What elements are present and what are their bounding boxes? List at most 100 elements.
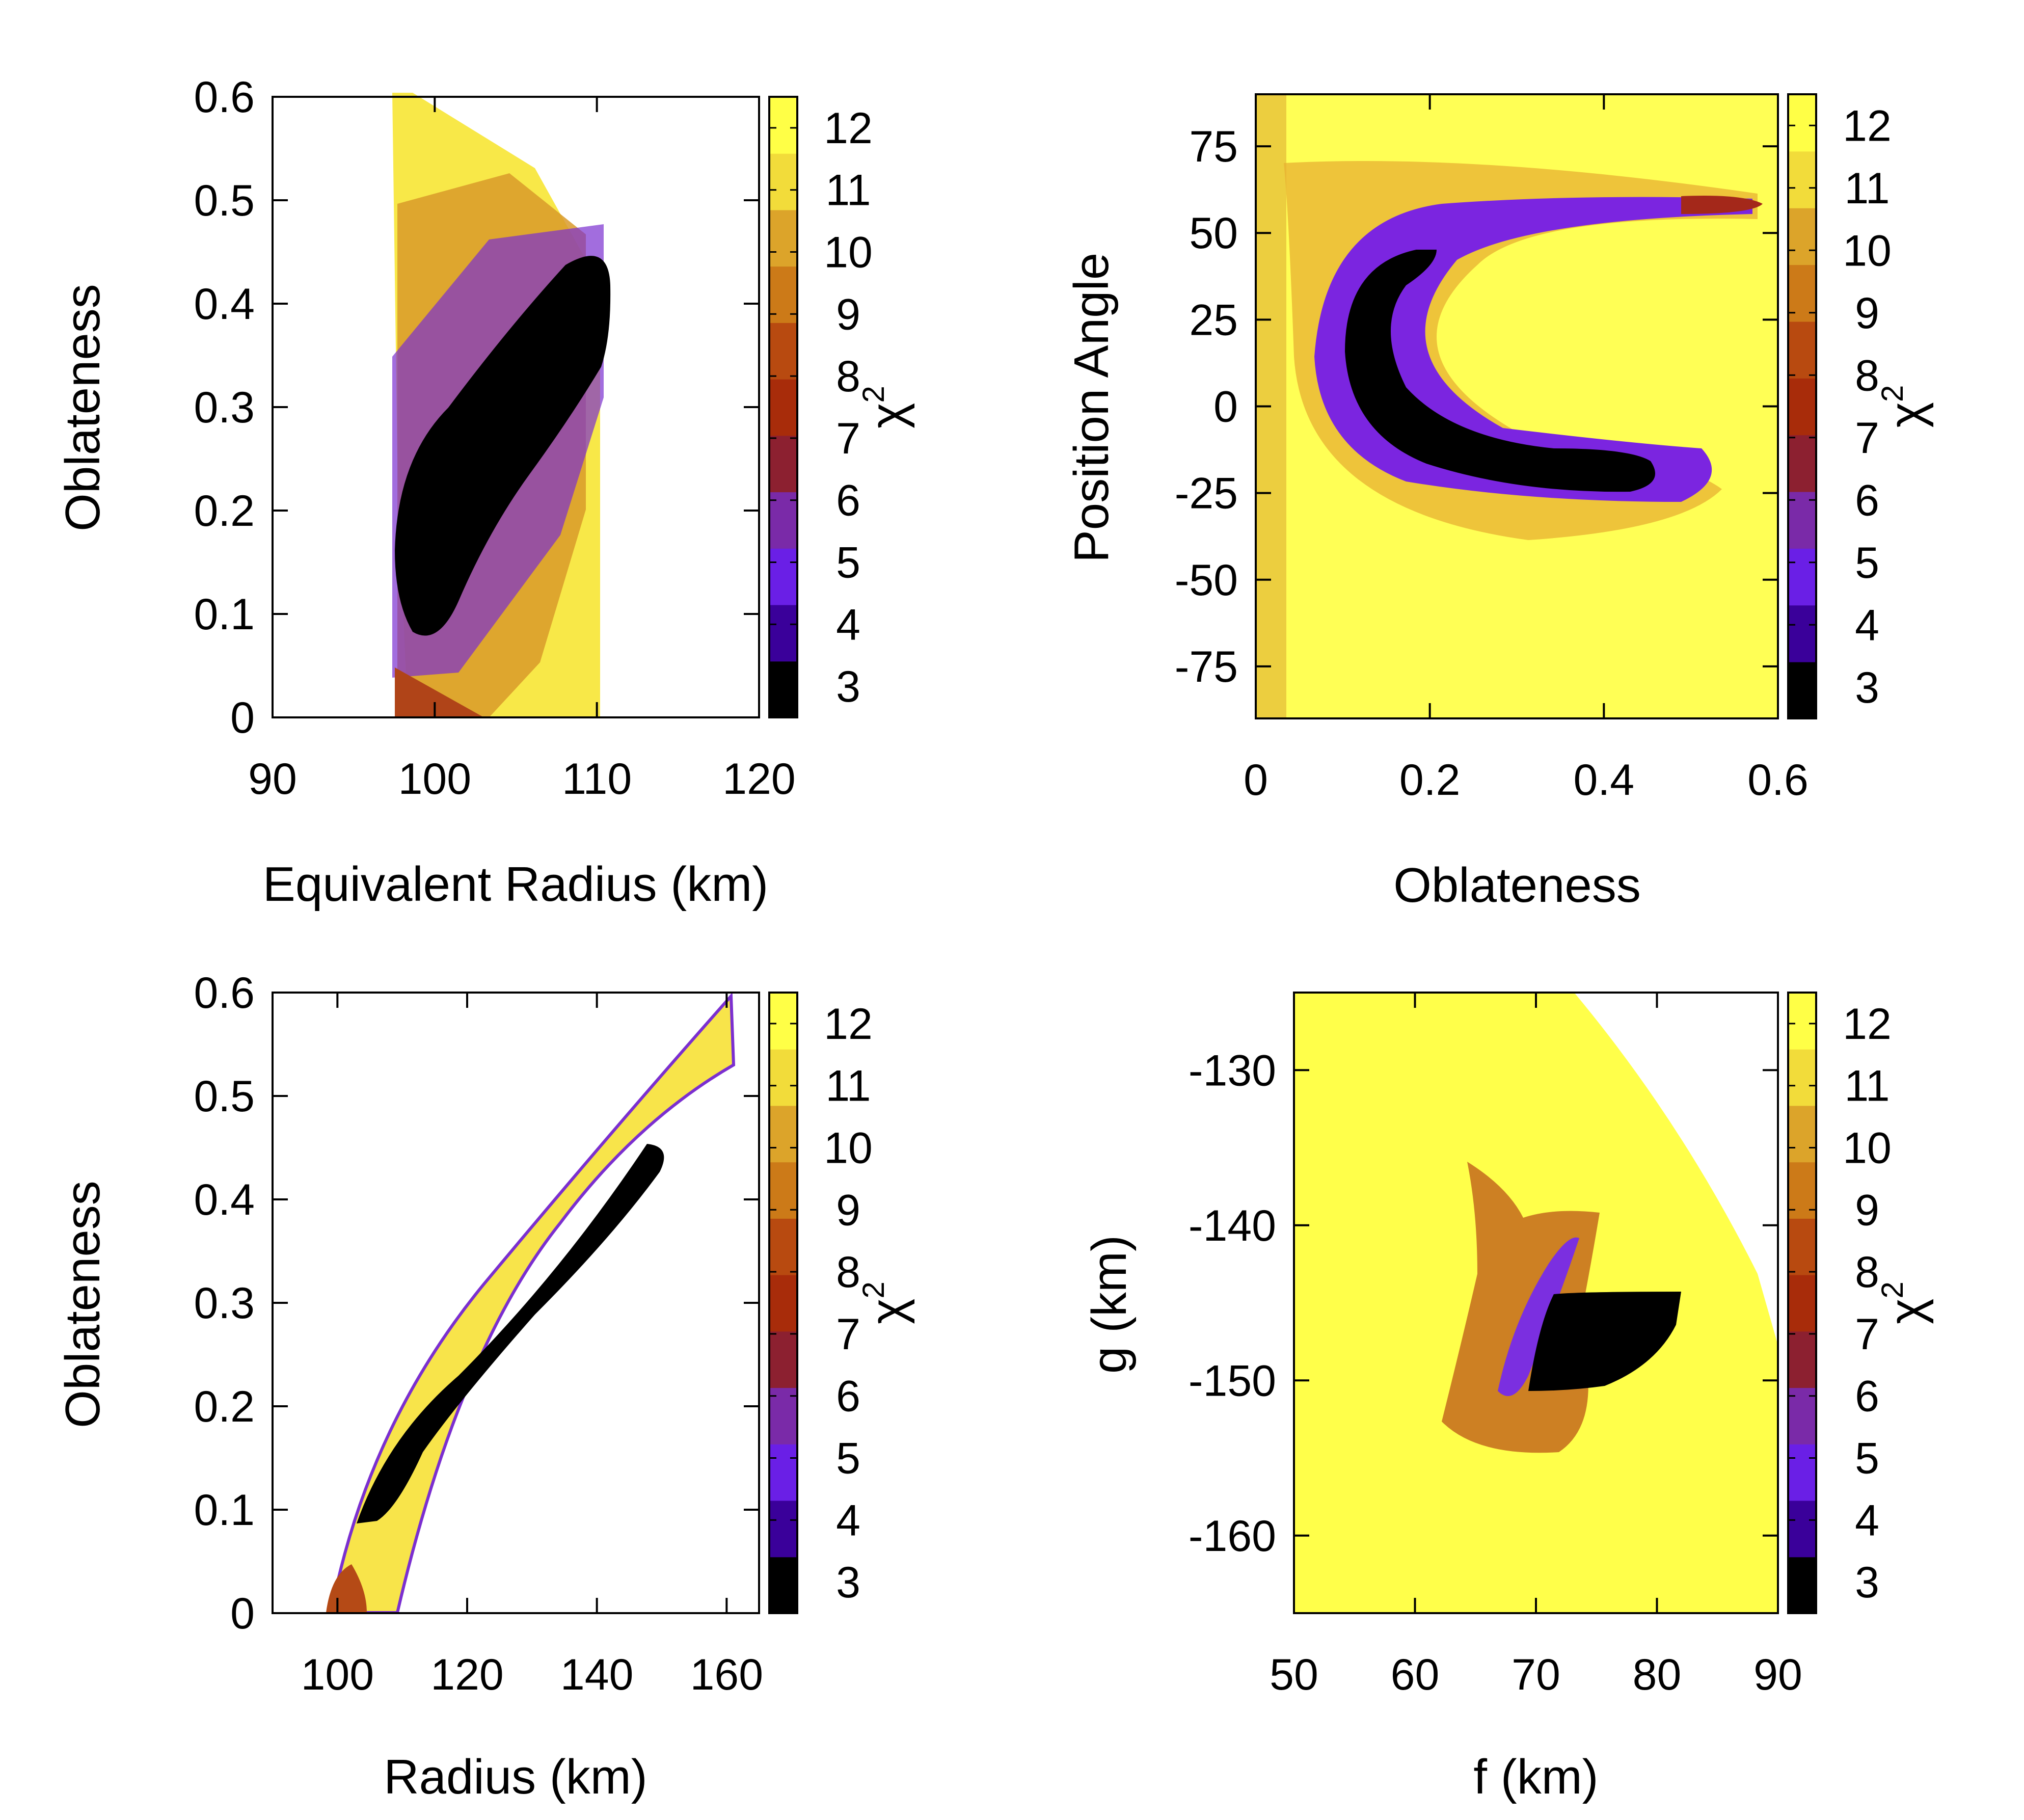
- y-tick-label: 0.4: [194, 1175, 255, 1224]
- p4-purple-streak: [1498, 1237, 1579, 1396]
- p3-tick-labels: 100 120 140 160 0 0.1 0.2 0.3 0.4 0.5 0.6: [194, 969, 763, 1699]
- y-tick-label: 0: [230, 1589, 255, 1638]
- colorbar-segment: [1788, 1500, 1816, 1558]
- colorbar-label: χ2: [856, 1281, 915, 1324]
- colorbar-segment: [1788, 1331, 1816, 1388]
- p3-ticks: [273, 992, 759, 1614]
- panel-4-heatmap: [1294, 993, 1778, 1613]
- colorbar-tick-label: 12: [824, 1000, 873, 1049]
- colorbar-tick-label: 7: [1855, 1310, 1879, 1359]
- colorbar-label-superscript: 2: [1875, 385, 1909, 402]
- colorbar-frame: [1787, 93, 1817, 719]
- colorbar-tick-label: 6: [1855, 476, 1879, 525]
- colorbar-tick-label: 12: [1843, 1000, 1892, 1049]
- colorbar-tick-label: 12: [1843, 101, 1892, 150]
- y-tick-label: -160: [1189, 1512, 1276, 1561]
- colorbar-label: χ2: [856, 386, 915, 429]
- p4-xlabel: f (km): [1473, 1750, 1598, 1804]
- colorbar-tick-label: 11: [825, 1062, 871, 1111]
- colorbar-tick-label: 4: [836, 1496, 860, 1545]
- colorbar-segment: [1788, 94, 1816, 152]
- colorbar-tick-label: 10: [824, 1124, 873, 1173]
- y-tick-label: -75: [1175, 643, 1238, 691]
- colorbar-segment: [769, 1500, 797, 1558]
- y-tick-label: -140: [1189, 1201, 1276, 1250]
- colorbar-segment: [1788, 661, 1816, 719]
- colorbar-segment: [1788, 1443, 1816, 1501]
- x-tick-label: 80: [1633, 1650, 1682, 1699]
- p1-ticks: [272, 96, 760, 718]
- y-tick-label: 0.2: [194, 1382, 255, 1431]
- x-tick-label: 0: [1244, 756, 1268, 805]
- x-tick-label: 160: [690, 1650, 764, 1699]
- p4-min-chi2-region: [1528, 1292, 1681, 1391]
- colorbar-label-chi: χ: [860, 403, 915, 428]
- colorbar-tick-label: 4: [1855, 1496, 1879, 1545]
- colorbar-tick-label: 10: [1843, 1124, 1892, 1173]
- y-tick-label: 0.5: [194, 1072, 255, 1121]
- p1-min-chi2-region: [395, 256, 611, 636]
- p2-colorbar: 3 4 5 6 7 8 9 10 11 12 χ2: [1787, 93, 1934, 719]
- colorbar-segment: [1788, 1049, 1816, 1106]
- colorbar-tick-label: 5: [1855, 539, 1879, 587]
- x-tick-label: 0.6: [1747, 756, 1809, 805]
- p3-ylabel: Oblateness: [56, 1181, 110, 1428]
- y-tick-label: 0: [1213, 383, 1238, 432]
- x-tick-label: 50: [1270, 1650, 1318, 1699]
- colorbar-tick-label: 12: [824, 104, 873, 153]
- y-tick-label: -25: [1175, 469, 1238, 518]
- colorbar-tick-label: 5: [1855, 1434, 1879, 1483]
- colorbar-segment: [1788, 1105, 1816, 1163]
- colorbar-tick-label: 5: [836, 1434, 860, 1483]
- colorbar-segment: [1788, 378, 1816, 436]
- x-tick-label: 100: [301, 1650, 374, 1699]
- p3-xlabel: Radius (km): [384, 1750, 647, 1804]
- colorbar-tick-label: 6: [836, 476, 860, 525]
- colorbar-segment: [769, 1443, 797, 1501]
- y-tick-label: 0.4: [194, 280, 255, 329]
- y-tick-label: 0.6: [194, 969, 255, 1018]
- colorbar-label: χ2: [1875, 385, 1934, 428]
- y-tick-label: -150: [1189, 1356, 1276, 1405]
- colorbar-segment: [1788, 1387, 1816, 1444]
- p2-min-chi2-region: [1345, 250, 1655, 492]
- colorbar-tick-label: 11: [1844, 1062, 1890, 1111]
- colorbar-tick-label: 4: [836, 600, 860, 649]
- colorbar-segment: [769, 492, 797, 549]
- colorbar-segment: [769, 993, 797, 1050]
- p2-dark-red-tip: [1681, 196, 1763, 214]
- y-tick-label: 25: [1189, 296, 1238, 344]
- colorbar-tick-label: 8: [1855, 351, 1879, 400]
- colorbar-label-superscript: 2: [856, 386, 890, 403]
- panel-3-heatmap: [326, 992, 736, 1614]
- colorbar-segment: [1788, 491, 1816, 549]
- colorbar-segment: [1788, 321, 1816, 379]
- colorbar-segment: [769, 548, 797, 605]
- y-tick-label: -130: [1189, 1046, 1276, 1095]
- colorbar-label-chi: χ: [1879, 1298, 1934, 1324]
- colorbar-tick-label: 4: [1855, 601, 1879, 650]
- colorbar-tick-label: 5: [836, 539, 860, 587]
- colorbar-segment: [769, 1331, 797, 1388]
- colorbar-segment: [769, 435, 797, 493]
- colorbar-segment: [1788, 993, 1816, 1050]
- p1-ylabel: Oblateness: [56, 284, 110, 531]
- p4-ticks: [1293, 993, 1779, 1613]
- colorbar-label-chi: χ: [1879, 402, 1934, 427]
- colorbar-segment: [769, 1218, 797, 1275]
- colorbar-frame: [768, 992, 798, 1614]
- p3-low-red-corner: [326, 1564, 367, 1613]
- p1-tick-labels: 90 100 110 120 0 0.1 0.2 0.3 0.4 0.5 0.6: [194, 73, 795, 804]
- p2-xlabel: Oblateness: [1393, 858, 1641, 913]
- colorbar-segment: [1788, 207, 1816, 265]
- y-tick-label: 75: [1189, 122, 1238, 171]
- colorbar-segment: [769, 97, 797, 154]
- y-tick-label: 0: [230, 693, 255, 742]
- colorbar-segment: [1788, 1274, 1816, 1332]
- p1-low-red: [395, 667, 484, 717]
- panel-3: 100 120 140 160 0 0.1 0.2 0.3 0.4 0.5 0.6 Radius (…: [56, 969, 915, 1804]
- colorbar-tick-label: 3: [1855, 663, 1879, 712]
- p3-min-chi2-region: [357, 1144, 664, 1523]
